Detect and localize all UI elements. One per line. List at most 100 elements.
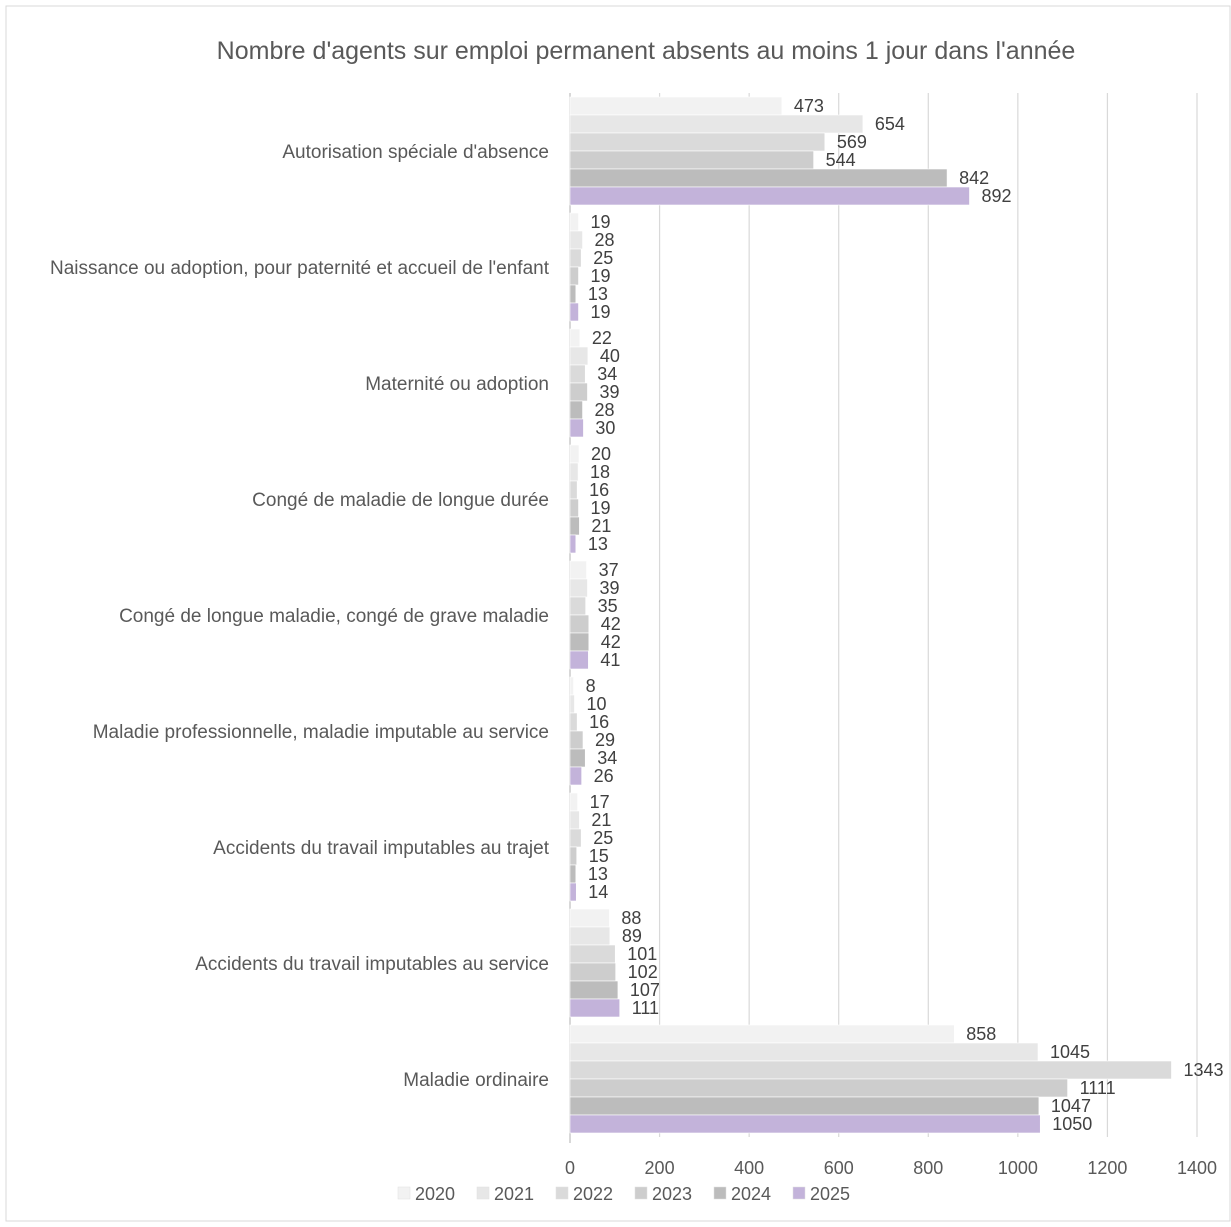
bar-2023 — [569, 614, 590, 634]
bar-2022 — [569, 132, 826, 152]
bar-2022 — [569, 944, 616, 964]
bar-2025 — [569, 186, 970, 206]
data-label: 1045 — [1050, 1042, 1090, 1062]
data-label: 21 — [591, 516, 611, 536]
bar-2025 — [569, 766, 582, 786]
legend-swatch-2021 — [476, 1186, 490, 1200]
x-tick-label: 400 — [734, 1158, 764, 1178]
data-label: 1343 — [1183, 1060, 1223, 1080]
data-label: 42 — [601, 632, 621, 652]
data-label: 34 — [597, 748, 617, 768]
data-label: 17 — [590, 792, 610, 812]
bar-2021 — [569, 694, 575, 714]
bar-2023 — [569, 498, 579, 518]
bar-2021 — [569, 230, 583, 250]
data-label: 8 — [586, 676, 596, 696]
category-label: Maladie professionnelle, maladie imputab… — [93, 722, 549, 743]
x-axis-ticks: 0 200 400 600 800 1000 1200 1400 — [565, 1158, 1217, 1178]
data-label: 858 — [966, 1024, 996, 1044]
category-label: Autorisation spéciale d'absence — [282, 142, 549, 163]
data-label: 15 — [589, 846, 609, 866]
bar-2022 — [569, 596, 586, 616]
x-tick-label: 0 — [565, 1158, 575, 1178]
bar-2024 — [569, 516, 580, 536]
bar-2020 — [569, 560, 587, 580]
x-tick-label: 200 — [645, 1158, 675, 1178]
data-label: 14 — [588, 882, 608, 902]
data-label: 28 — [595, 230, 615, 250]
bar-2025 — [569, 882, 577, 902]
data-label: 25 — [593, 828, 613, 848]
bar-2020 — [569, 96, 783, 116]
x-tick-label: 800 — [913, 1158, 943, 1178]
category-label: Naissance ou adoption, pour paternité et… — [50, 258, 550, 279]
category-labels: Autorisation spéciale d'absence Naissance… — [50, 142, 550, 1091]
data-label: 28 — [595, 400, 615, 420]
chart-frame — [5, 5, 1231, 1222]
bar-2025 — [569, 534, 577, 554]
data-label: 19 — [591, 498, 611, 518]
bar-2023 — [569, 846, 578, 866]
bar-2022 — [569, 364, 586, 384]
legend-swatch-2022 — [555, 1186, 569, 1200]
data-label: 892 — [981, 186, 1011, 206]
legend-swatch-2025 — [792, 1186, 806, 1200]
data-label: 88 — [621, 908, 641, 928]
data-label: 35 — [598, 596, 618, 616]
data-labels: 4736545695448428921928251913192240343928… — [586, 96, 1224, 1134]
bar-2023 — [569, 150, 814, 170]
data-label: 107 — [630, 980, 660, 1000]
data-label: 842 — [959, 168, 989, 188]
data-label: 13 — [588, 864, 608, 884]
legend-swatch-2020 — [397, 1186, 411, 1200]
bar-2024 — [569, 864, 577, 884]
category-label: Maternité ou adoption — [365, 374, 549, 395]
data-label: 569 — [837, 132, 867, 152]
x-tick-label: 600 — [824, 1158, 854, 1178]
bar-2024 — [569, 632, 590, 652]
data-label: 20 — [591, 444, 611, 464]
legend-label: 2024 — [731, 1184, 771, 1204]
bar-2024 — [569, 980, 619, 1000]
bar-2020 — [569, 908, 610, 928]
data-label: 22 — [592, 328, 612, 348]
data-label: 26 — [594, 766, 614, 786]
data-label: 111 — [632, 998, 659, 1018]
bar-2020 — [569, 676, 574, 696]
legend-label: 2022 — [573, 1184, 613, 1204]
bar-2021 — [569, 1042, 1039, 1062]
data-label: 544 — [826, 150, 856, 170]
data-label: 34 — [597, 364, 617, 384]
x-tick-label: 1000 — [998, 1158, 1038, 1178]
data-label: 13 — [588, 284, 608, 304]
bar-2022 — [569, 712, 578, 732]
bar-2021 — [569, 578, 588, 598]
gridlines — [569, 93, 1198, 1143]
bar-2025 — [569, 650, 589, 670]
legend-swatch-2024 — [713, 1186, 727, 1200]
category-label: Accidents du travail imputables au servi… — [195, 954, 549, 975]
bar-2021 — [569, 462, 579, 482]
bar-2020 — [569, 212, 579, 232]
data-label: 473 — [794, 96, 824, 116]
bar-2022 — [569, 248, 582, 268]
data-label: 89 — [622, 926, 642, 946]
legend-label: 2023 — [652, 1184, 692, 1204]
legend-swatch-2023 — [634, 1186, 648, 1200]
bar-2024 — [569, 168, 948, 188]
data-label: 42 — [601, 614, 621, 634]
bar-2023 — [569, 730, 584, 750]
data-label: 101 — [627, 944, 657, 964]
bar-2023 — [569, 266, 579, 286]
data-label: 18 — [590, 462, 610, 482]
data-label: 1111 — [1080, 1078, 1116, 1098]
x-tick-label: 1400 — [1177, 1158, 1217, 1178]
bar-2022 — [569, 828, 582, 848]
data-label: 10 — [586, 694, 606, 714]
bar-2023 — [569, 962, 616, 982]
bar-2020 — [569, 1024, 955, 1044]
category-label: Maladie ordinaire — [403, 1070, 549, 1091]
data-label: 19 — [591, 212, 611, 232]
